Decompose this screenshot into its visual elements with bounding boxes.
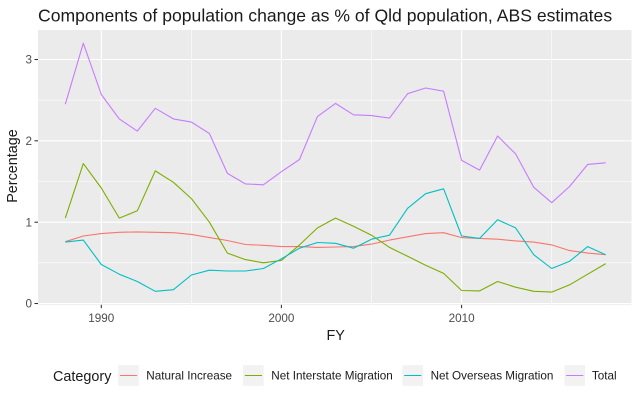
svg-text:Net Interstate Migration: Net Interstate Migration [271, 370, 392, 383]
svg-text:FY: FY [327, 328, 346, 344]
svg-text:1: 1 [25, 216, 32, 229]
svg-text:0: 0 [25, 298, 32, 311]
svg-text:Category: Category [53, 369, 112, 385]
svg-text:Percentage: Percentage [5, 129, 21, 203]
svg-text:2: 2 [25, 135, 32, 148]
svg-text:1990: 1990 [88, 312, 115, 325]
svg-text:2000: 2000 [268, 312, 295, 325]
svg-text:Net Overseas Migration: Net Overseas Migration [431, 370, 554, 383]
svg-text:Total: Total [592, 370, 617, 383]
svg-text:2010: 2010 [449, 312, 476, 325]
svg-text:Natural Increase: Natural Increase [146, 370, 232, 383]
svg-text:Components of population chang: Components of population change as % of … [38, 6, 612, 26]
svg-text:3: 3 [25, 54, 32, 67]
